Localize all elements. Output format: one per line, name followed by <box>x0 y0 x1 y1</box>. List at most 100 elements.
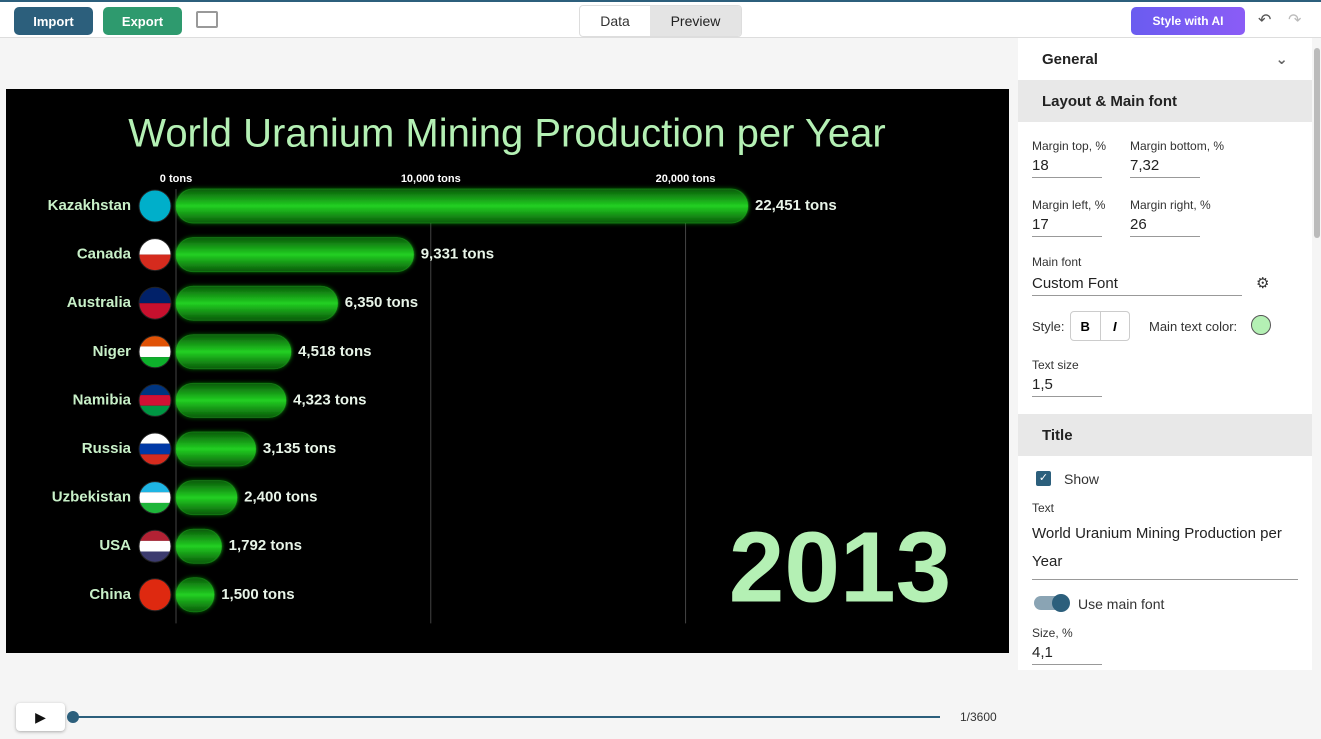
screen-icon[interactable] <box>196 11 218 28</box>
font-settings-icon[interactable]: ⚙ <box>1256 275 1270 292</box>
layout-section[interactable]: Layout & Main font <box>1018 80 1312 122</box>
export-label: Export <box>121 13 164 29</box>
size-input[interactable]: 4,1 <box>1032 644 1102 665</box>
flag-stripe <box>139 303 171 320</box>
frame-counter: 1/3600 <box>960 710 997 724</box>
import-label: Import <box>33 13 74 29</box>
scrollbar[interactable] <box>1314 48 1320 238</box>
flag-ring <box>138 481 172 515</box>
flag-ring <box>138 578 172 612</box>
bar <box>175 577 215 613</box>
flag <box>139 238 171 271</box>
chart-title: World Uranium Mining Production per Year <box>128 112 885 156</box>
flag-ring <box>138 432 172 466</box>
flag-stripe <box>139 530 171 541</box>
year-label: 2013 <box>729 511 951 623</box>
play-button[interactable]: ▶ <box>16 703 65 731</box>
flag <box>139 433 171 465</box>
flag-ring <box>138 529 172 563</box>
category-label: Canada <box>77 246 132 263</box>
title-text-input[interactable]: World Uranium Mining Production per Year <box>1032 520 1298 580</box>
flag <box>139 530 171 563</box>
flag-ring <box>138 335 172 369</box>
category-label: China <box>89 586 131 603</box>
import-button[interactable]: Import <box>14 7 93 35</box>
style-buttons: B I <box>1070 311 1130 341</box>
flag-stripe <box>139 502 171 514</box>
flag-stripe <box>139 578 171 611</box>
italic-button[interactable]: I <box>1112 318 1117 334</box>
flag <box>139 190 171 222</box>
flag-stripe <box>139 481 171 493</box>
category-label: Niger <box>93 343 132 360</box>
settings-panel: General ⌄ Layout & Main font Margin top, … <box>1018 38 1312 670</box>
flag-stripe <box>139 357 171 368</box>
style-ai-label: Style with AI <box>1152 14 1224 28</box>
flag-ring <box>138 189 172 223</box>
redo[interactable]: ↷ <box>1288 12 1302 29</box>
title-heading: Title <box>1042 426 1073 444</box>
flag-stripe <box>139 433 171 444</box>
tab-group: Data Preview <box>579 5 742 37</box>
margin-left-label: Margin left, % <box>1032 198 1106 212</box>
timeline-knob[interactable] <box>67 711 79 723</box>
value-label: 4,518 tons <box>298 343 371 360</box>
export-button[interactable]: Export <box>103 7 182 35</box>
margin-top-label: Margin top, % <box>1032 139 1107 153</box>
flag <box>139 335 171 368</box>
bar <box>175 334 292 370</box>
category-label: Russia <box>82 440 132 457</box>
chart: World Uranium Mining Production per Year… <box>6 89 1009 653</box>
margin-left-input[interactable]: 17 <box>1032 216 1102 237</box>
category-label: USA <box>99 537 131 554</box>
main-font-select[interactable]: Custom Font <box>1032 275 1242 296</box>
general-section[interactable]: General ⌄ <box>1042 50 1288 69</box>
category-label: Australia <box>67 294 132 311</box>
use-main-font-label: Use main font <box>1078 596 1165 612</box>
flag-stripe <box>139 395 171 406</box>
flag-stripe <box>139 287 171 304</box>
title-section[interactable]: Title <box>1018 414 1312 456</box>
show-checkbox[interactable]: ✓ <box>1036 471 1051 486</box>
flag-ring <box>138 383 172 417</box>
margin-bottom-input[interactable]: 7,32 <box>1130 157 1200 178</box>
bar <box>175 528 223 564</box>
margin-top-input[interactable]: 18 <box>1032 157 1102 178</box>
bar <box>175 480 238 516</box>
chart-background <box>6 89 1009 653</box>
timeline[interactable] <box>73 716 940 718</box>
text-size-input[interactable]: 1,5 <box>1032 376 1102 397</box>
data-tab[interactable]: Data <box>580 6 650 36</box>
flag-stripe <box>139 443 171 455</box>
style-ai-button[interactable]: Style with AI <box>1131 7 1245 35</box>
general-heading: General <box>1042 50 1098 68</box>
color-swatch[interactable] <box>1251 315 1271 335</box>
flag-stripe <box>139 190 171 222</box>
flag-stripe <box>139 335 171 347</box>
margin-right-input[interactable]: 26 <box>1130 216 1200 237</box>
value-label: 22,451 tons <box>755 197 837 214</box>
value-label: 4,323 tons <box>293 391 366 408</box>
flag-stripe <box>139 238 171 255</box>
flag-ring <box>138 286 172 320</box>
flag-stripe <box>139 405 171 417</box>
preview-tab[interactable]: Preview <box>650 6 741 36</box>
flag-stripe <box>139 492 171 503</box>
layout-heading: Layout & Main font <box>1042 92 1177 110</box>
value-label: 3,135 tons <box>263 440 336 457</box>
main-font-toggle[interactable] <box>1034 594 1070 612</box>
bar <box>175 285 339 321</box>
undo[interactable]: ↶ <box>1258 12 1272 29</box>
flag-stripe <box>139 254 171 271</box>
data-tab-label: Data <box>600 13 630 29</box>
preview-tab-label: Preview <box>670 13 721 29</box>
value-label: 1,500 tons <box>221 586 294 603</box>
flag-stripe <box>139 384 171 396</box>
value-label: 9,331 tons <box>421 246 494 263</box>
x-tick-label: 0 tons <box>160 173 192 185</box>
flag-stripe <box>139 346 171 358</box>
bold-button[interactable]: B <box>1071 312 1101 340</box>
text-label: Text <box>1032 501 1055 515</box>
color-label: Main text color: <box>1149 319 1238 334</box>
